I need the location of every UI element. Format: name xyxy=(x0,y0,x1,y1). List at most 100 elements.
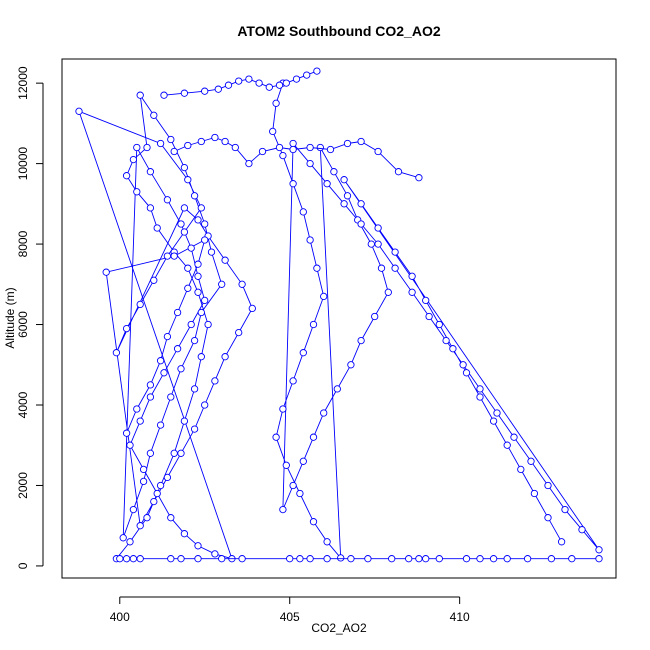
data-point xyxy=(272,99,280,107)
data-point xyxy=(129,555,138,563)
data-point xyxy=(357,220,365,228)
data-point xyxy=(279,151,287,160)
data-point xyxy=(476,385,484,393)
data-point xyxy=(340,200,348,208)
series-line xyxy=(272,82,600,560)
data-point xyxy=(568,555,576,563)
data-point xyxy=(377,264,386,272)
data-point xyxy=(194,272,202,280)
data-point xyxy=(275,81,284,89)
data-point xyxy=(194,216,202,224)
data-point xyxy=(170,252,178,260)
data-point xyxy=(425,312,433,321)
data-point xyxy=(279,505,287,514)
data-point xyxy=(204,320,212,329)
x-tick-label: 405 xyxy=(280,610,300,624)
data-point xyxy=(374,240,382,248)
data-point xyxy=(156,139,165,148)
data-point xyxy=(296,489,304,498)
data-point xyxy=(544,514,552,522)
y-tick-label: 2000 xyxy=(16,472,30,499)
data-point xyxy=(221,256,229,264)
data-point xyxy=(167,135,175,144)
data-point xyxy=(394,168,403,176)
data-point xyxy=(146,449,155,457)
data-point xyxy=(330,168,338,176)
data-point xyxy=(197,204,205,212)
data-point xyxy=(367,240,375,248)
data-point xyxy=(272,433,280,441)
data-point xyxy=(197,353,205,361)
data-point xyxy=(190,336,199,345)
data-point xyxy=(129,505,138,514)
data-point xyxy=(333,385,341,393)
data-point xyxy=(517,465,525,474)
data-point xyxy=(235,77,243,85)
data-point xyxy=(194,555,202,563)
data-point xyxy=(156,357,165,365)
data-point xyxy=(248,304,256,313)
data-point xyxy=(337,554,345,562)
data-point xyxy=(320,409,328,417)
data-point xyxy=(177,449,185,457)
data-point xyxy=(374,224,382,232)
data-point xyxy=(143,143,151,152)
data-point xyxy=(150,276,158,284)
data-point xyxy=(544,481,552,490)
chart-title: ATOM2 Southbound CO2_AO2 xyxy=(237,23,440,39)
data-point xyxy=(136,555,144,563)
data-point xyxy=(207,248,216,256)
data-point xyxy=(136,417,144,425)
data-point xyxy=(146,393,155,401)
data-point xyxy=(211,133,219,142)
data-point xyxy=(595,555,603,563)
data-point xyxy=(190,192,199,200)
data-point xyxy=(374,147,382,156)
series-3 xyxy=(116,555,603,563)
data-point xyxy=(163,332,172,341)
data-point xyxy=(180,89,189,97)
data-point xyxy=(415,555,423,563)
data-point xyxy=(408,288,416,296)
data-point xyxy=(170,449,178,457)
data-point xyxy=(489,555,498,563)
data-point xyxy=(201,236,209,244)
data-point xyxy=(197,137,205,146)
data-point xyxy=(357,137,365,146)
data-point xyxy=(289,139,297,148)
data-point xyxy=(194,288,202,296)
data-point xyxy=(163,473,172,482)
y-axis-label: Altitude (m) xyxy=(3,287,17,348)
data-point xyxy=(231,143,239,152)
data-point xyxy=(415,174,423,182)
data-point xyxy=(190,385,199,393)
data-point xyxy=(136,300,144,309)
data-point xyxy=(547,555,556,563)
data-point xyxy=(289,377,297,385)
data-point xyxy=(201,87,209,95)
data-point xyxy=(180,228,189,236)
data-point xyxy=(177,365,185,373)
data-point xyxy=(489,417,498,425)
data-point xyxy=(561,505,569,514)
y-tick-label: 0 xyxy=(16,562,30,569)
data-point xyxy=(462,555,471,563)
data-point xyxy=(289,180,297,188)
data-point xyxy=(269,127,277,136)
data-point xyxy=(136,522,144,530)
data-point xyxy=(184,176,192,184)
y-tick-label: 4000 xyxy=(16,391,30,418)
data-point xyxy=(265,83,273,91)
data-point xyxy=(173,308,182,317)
data-point xyxy=(255,79,263,87)
data-point xyxy=(595,546,603,554)
data-point xyxy=(299,208,307,216)
y-tick-label: 8000 xyxy=(16,230,30,257)
data-point xyxy=(160,369,168,377)
data-point xyxy=(286,555,294,563)
data-point xyxy=(391,264,399,272)
data-point xyxy=(279,405,287,413)
data-point xyxy=(343,139,352,148)
data-point xyxy=(201,296,209,305)
data-point xyxy=(309,518,318,526)
